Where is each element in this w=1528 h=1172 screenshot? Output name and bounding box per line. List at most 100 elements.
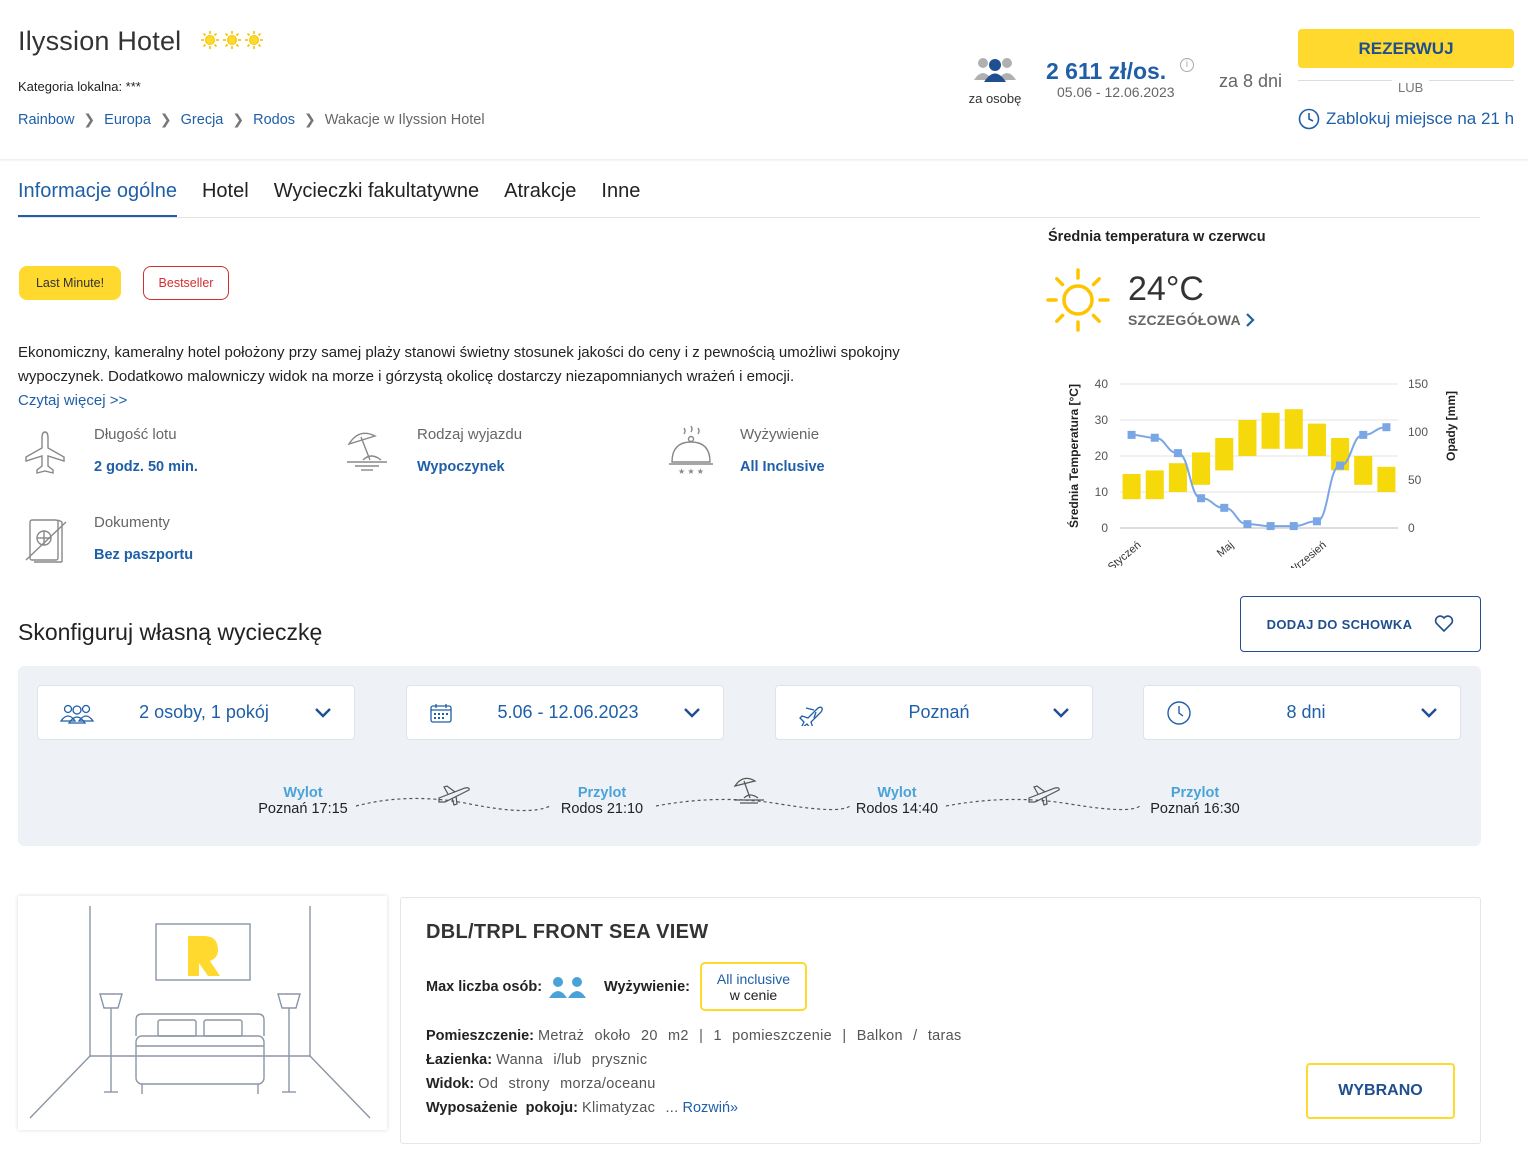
room-illustration-icon: [29, 906, 371, 1119]
airplane-icon: [799, 706, 823, 726]
breadcrumb-grecja[interactable]: Grecja: [180, 111, 224, 128]
feature-flight-length: Długość lotu 2 godz. 50 min.: [18, 424, 198, 478]
or-label: LUB: [1392, 80, 1430, 95]
room-detail-row: Łazienka: Wanna i/lub prysznic: [426, 1048, 962, 1072]
feature-value: 2 godz. 50 min.: [94, 459, 198, 475]
precipitation-point: [1173, 449, 1182, 458]
flight-value: Poznań 17:15: [258, 801, 348, 817]
precipitation-point: [1150, 433, 1159, 442]
feature-documents: Dokumenty Bez paszportu: [18, 512, 193, 566]
feature-trip-type: Rodzaj wyjazdu Wypoczynek: [341, 424, 522, 478]
feature-title: Długość lotu: [94, 426, 177, 443]
tab-other[interactable]: Inne: [601, 180, 641, 202]
precipitation-point: [1243, 520, 1252, 529]
precipitation-point: [1312, 517, 1321, 526]
per-person-toggle[interactable]: za osobę: [966, 56, 1024, 106]
airplane-icon: [25, 431, 65, 474]
departure-select[interactable]: Poznań: [775, 685, 1093, 740]
breadcrumb-rodos[interactable]: Rodos: [253, 111, 296, 128]
precipitation-point: [1127, 430, 1136, 439]
dates-select[interactable]: 5.06 - 12.06.2023: [406, 685, 724, 740]
tab-general-info[interactable]: Informacje ogólne: [18, 180, 177, 218]
lock-place-link[interactable]: Zablokuj miejsce na 21 h: [1298, 108, 1514, 130]
heart-icon: [1435, 615, 1454, 633]
temperature-bar: [1377, 466, 1396, 492]
feature-value: Wypoczynek: [417, 459, 505, 475]
price-dates: 05.06 - 12.06.2023: [1057, 84, 1175, 100]
svg-text:★ ★ ★: ★ ★ ★: [678, 467, 704, 476]
clock-icon: [1167, 700, 1191, 725]
flight-leg: Wylot Poznań 17:15: [250, 785, 356, 817]
room-title: DBL/TRPL FRONT SEA VIEW: [426, 921, 709, 943]
breadcrumb: Rainbow ❯ Europa ❯ Grecja ❯ Rodos ❯ Waka…: [18, 111, 485, 128]
duration-select-value: 8 dni: [1286, 702, 1326, 722]
flight-type: Wylot: [877, 785, 917, 801]
departure-select-value: Poznań: [908, 702, 970, 722]
sun-icon: [1046, 268, 1110, 332]
persons-select-value: 2 osoby, 1 pokój: [139, 702, 269, 722]
local-category: Kategoria lokalna: ***: [18, 79, 141, 94]
tab-attractions[interactable]: Atrakcje: [504, 180, 577, 202]
dates-select-value: 5.06 - 12.06.2023: [497, 702, 639, 722]
climate-chart: 0 10 20 30 40 0 50 100 150 Średnia Temperatura [°…: [1066, 377, 1458, 568]
duration-select[interactable]: 8 dni: [1143, 685, 1461, 740]
selected-button[interactable]: WYBRANO: [1306, 1063, 1455, 1119]
precipitation-point: [1289, 522, 1298, 531]
tab-hotel[interactable]: Hotel: [201, 180, 249, 202]
last-minute-badge: Last Minute!: [19, 266, 121, 300]
room-details: Pomieszczenie: Metraż około 20 m2 | 1 po…: [426, 1024, 962, 1120]
precipitation-point: [1266, 522, 1275, 531]
people-icon: [549, 976, 587, 998]
flight-timeline: [355, 797, 1141, 812]
y-tick-label: 20: [1095, 449, 1109, 463]
y2-axis-label: Opady [mm]: [1444, 391, 1458, 461]
temperature-bar: [1168, 463, 1187, 492]
info-icon[interactable]: i: [1180, 58, 1194, 72]
room-detail-row: Wyposażenie pokoju: Klimatyzac ... Rozwi…: [426, 1096, 962, 1120]
read-more-link[interactable]: Czytaj więcej >>: [18, 392, 128, 409]
expand-link[interactable]: Rozwiń»: [682, 1100, 739, 1116]
breadcrumb-rainbow[interactable]: Rainbow: [18, 111, 75, 128]
header-divider: [0, 159, 1528, 162]
feature-board: ★ ★ ★ Wyżywienie All Inclusive: [664, 424, 825, 478]
chevron-down-icon: [1053, 707, 1069, 718]
room-detail-label: Pomieszczenie:: [426, 1028, 534, 1044]
lock-place-label: Zablokuj miejsce na 21 h: [1326, 109, 1515, 128]
beach-umbrella-icon: [733, 777, 764, 804]
flight-type: Przylot: [1170, 785, 1220, 801]
y2-tick-label: 50: [1408, 473, 1422, 487]
flight-type: Wylot: [283, 785, 323, 801]
persons-select[interactable]: 2 osoby, 1 pokój: [37, 685, 355, 740]
hotel-stars: [200, 30, 264, 50]
x-tick-label: Wrzesień: [1286, 539, 1329, 568]
room-image[interactable]: [18, 896, 387, 1130]
flight-leg: Przylot Rodos 21:10: [549, 785, 655, 817]
room-detail-label: Łazienka:: [426, 1052, 493, 1068]
precipitation-point: [1197, 494, 1206, 503]
y-tick-label: 0: [1101, 521, 1108, 535]
chevron-right-icon: ❯: [83, 111, 96, 127]
temperature-bar: [1122, 474, 1141, 500]
room-detail-label: Widok:: [426, 1076, 475, 1092]
temperature-bar: [1145, 470, 1164, 500]
tab-excursions[interactable]: Wycieczki fakultatywne: [273, 180, 480, 202]
board-included: w cenie: [729, 986, 778, 1003]
room-detail-label: Wyposażenie pokoju:: [426, 1100, 578, 1116]
reserve-button[interactable]: REZERWUJ: [1298, 29, 1514, 68]
room-detail-value: Wanna i/lub prysznic: [496, 1052, 648, 1068]
weather-detail-link[interactable]: SZCZEGÓŁOWA: [1128, 312, 1255, 328]
beach-umbrella-icon: [347, 432, 387, 471]
chevron-down-icon: [1421, 707, 1437, 718]
flight-value: Poznań 16:30: [1150, 801, 1240, 817]
add-to-favorites-label: DODAJ DO SCHOWKA: [1266, 616, 1413, 632]
food-cloche-icon: ★ ★ ★: [669, 425, 713, 476]
add-to-favorites-button[interactable]: DODAJ DO SCHOWKA: [1240, 596, 1481, 652]
configure-title: Skonfiguruj własną wycieczkę: [18, 619, 323, 645]
temperature-bar: [1238, 420, 1257, 456]
room-detail-row: Pomieszczenie: Metraż około 20 m2 | 1 po…: [426, 1024, 962, 1048]
feature-title: Rodzaj wyjazdu: [417, 426, 523, 443]
breadcrumb-europa[interactable]: Europa: [104, 111, 151, 128]
bestseller-badge: Bestseller: [143, 266, 229, 300]
y2-tick-label: 100: [1408, 425, 1428, 439]
room-meta: Max liczba osób: Wyżywienie: All inclusi…: [426, 962, 807, 1011]
